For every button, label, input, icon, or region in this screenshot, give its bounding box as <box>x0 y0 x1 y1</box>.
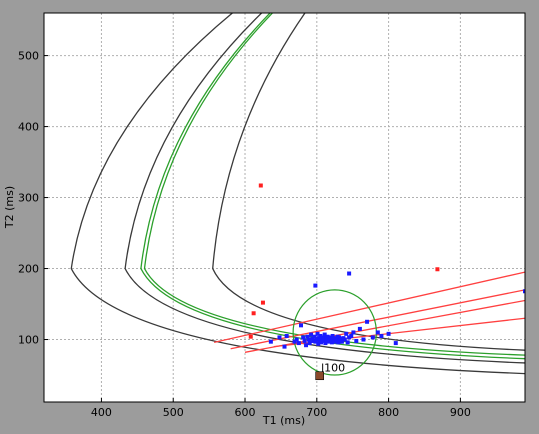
blue-point <box>338 336 343 341</box>
blue-point <box>365 319 370 324</box>
blue-point <box>321 337 326 342</box>
red-line <box>244 299 525 353</box>
red-point <box>251 311 256 316</box>
blue-point <box>325 334 330 339</box>
blue-point <box>299 323 304 328</box>
y-tick-label: 300 <box>18 192 39 205</box>
blue-point <box>312 334 317 339</box>
blue-point <box>294 337 299 342</box>
blue-point <box>323 341 328 346</box>
x-tick-label: 500 <box>163 406 184 419</box>
blue-point <box>304 343 309 348</box>
blue-point <box>292 339 297 344</box>
blue-point <box>347 271 352 276</box>
blue-point <box>344 331 349 336</box>
red-point <box>258 183 263 188</box>
blue-point <box>351 330 356 335</box>
y-tick-label: 500 <box>18 50 39 63</box>
blue-point <box>317 338 322 343</box>
blue-point <box>329 337 334 342</box>
blue-point <box>313 283 318 288</box>
black-curve <box>70 13 525 375</box>
blue-point <box>379 333 384 338</box>
marker-square <box>315 371 324 381</box>
blue-point <box>277 335 282 340</box>
points-layer: l100 <box>248 183 525 381</box>
blue-point <box>357 326 362 331</box>
green-curve <box>140 13 525 360</box>
blue-point <box>342 337 347 342</box>
blue-point <box>361 337 366 342</box>
x-tick-label: 800 <box>378 406 399 419</box>
x-tick-label: 900 <box>450 406 471 419</box>
blue-point <box>314 337 319 342</box>
blue-point <box>311 338 316 343</box>
blue-point <box>328 335 333 340</box>
blue-point <box>305 334 310 339</box>
red-point <box>435 267 440 272</box>
blue-point <box>336 340 341 345</box>
blue-point <box>370 335 375 340</box>
blue-point <box>321 335 326 340</box>
y-axis-title: T2 (ms) <box>3 186 16 229</box>
y-tick-label: 100 <box>18 334 39 347</box>
ticks-layer: 400 500 600 700 800 900 100 200 300 400 500 <box>18 50 471 419</box>
blue-point <box>347 335 352 340</box>
x-tick-label: 400 <box>91 406 112 419</box>
blue-point <box>349 333 354 338</box>
red-line <box>214 271 525 344</box>
blue-point <box>386 331 391 336</box>
blue-point <box>354 338 359 343</box>
blue-point <box>318 333 323 338</box>
plot-frame <box>43 12 526 403</box>
y-tick-label: 400 <box>18 121 39 134</box>
blue-point <box>315 331 320 336</box>
x-tick-label: 700 <box>306 406 327 419</box>
blue-point <box>268 339 273 344</box>
blue-point <box>393 341 398 346</box>
blue-point <box>309 332 314 337</box>
blue-point <box>307 341 312 346</box>
red-point <box>248 334 253 339</box>
blue-point <box>322 332 327 337</box>
blue-point <box>329 340 334 345</box>
red-point <box>260 300 265 305</box>
blue-point <box>345 340 350 345</box>
blue-point <box>339 339 344 344</box>
blue-point <box>302 338 307 343</box>
blue-point <box>316 336 321 341</box>
blue-point <box>306 337 311 342</box>
blue-point <box>301 335 306 340</box>
blue-point <box>282 344 287 349</box>
black-curve <box>124 13 525 364</box>
y-tick-label: 200 <box>18 263 39 276</box>
blue-point <box>375 330 380 335</box>
x-tick-label: 600 <box>235 406 256 419</box>
blue-point <box>296 341 301 346</box>
blue-point <box>330 333 335 338</box>
blue-point <box>310 336 315 341</box>
annotation-label: l100 <box>321 361 345 374</box>
blue-point <box>316 341 321 346</box>
blue-point <box>313 339 318 344</box>
plot-area <box>44 13 525 402</box>
blue-point <box>523 289 525 294</box>
blue-point <box>332 339 337 344</box>
x-axis-title: T1 (ms) <box>262 414 305 427</box>
blue-point <box>284 333 289 338</box>
